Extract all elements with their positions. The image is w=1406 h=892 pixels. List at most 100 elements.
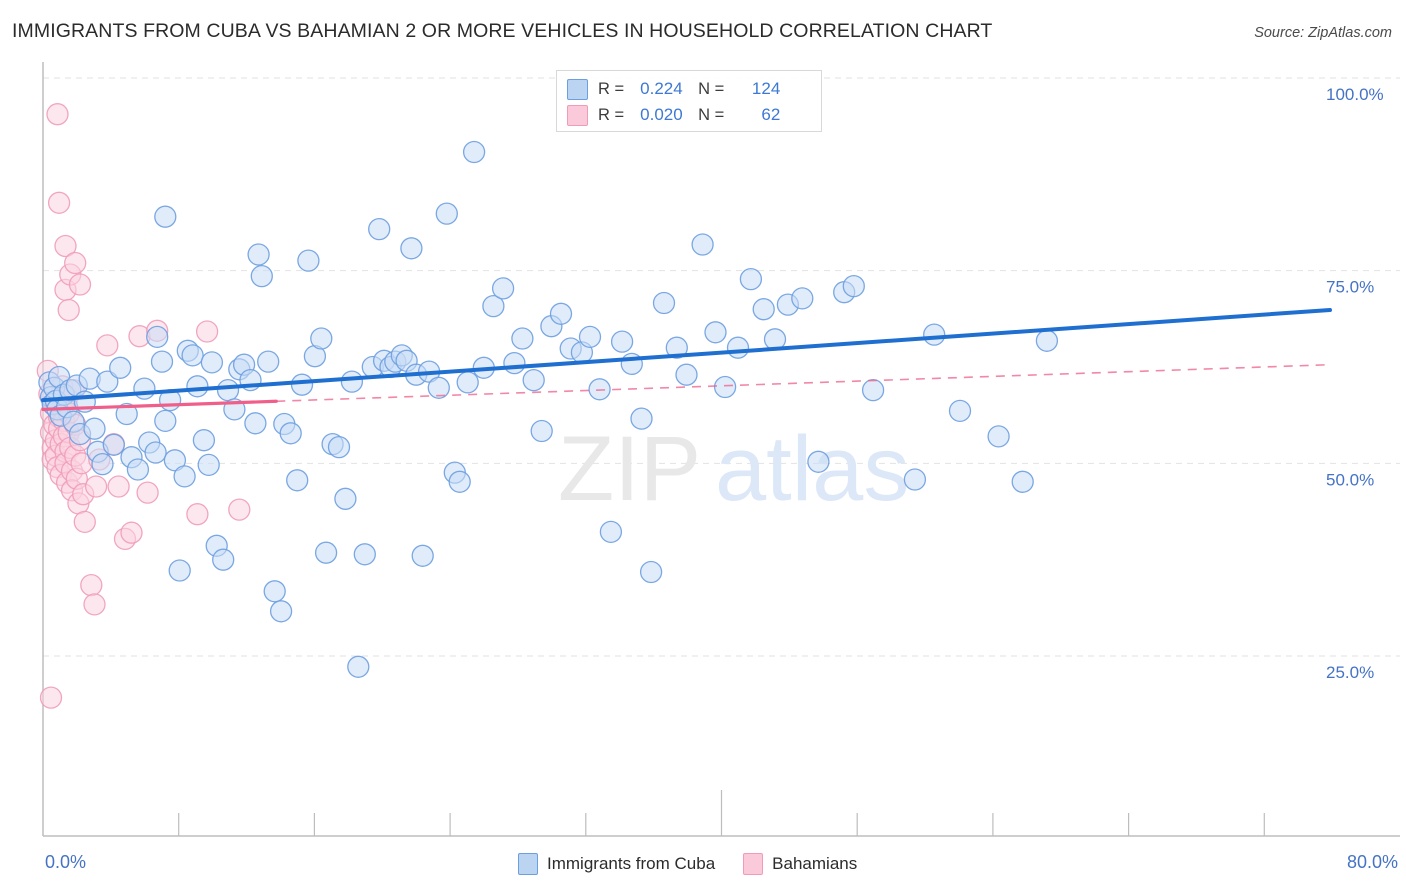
data-point [522, 368, 545, 392]
r-value-cuba: 0.224 [640, 79, 683, 98]
data-point [427, 376, 450, 399]
data-point [195, 320, 219, 343]
data-point [652, 291, 676, 315]
data-point [549, 302, 573, 325]
data-point [691, 233, 714, 256]
data-point [726, 336, 750, 359]
data-point [368, 217, 391, 241]
data-point [861, 378, 885, 402]
data-point [269, 600, 293, 623]
data-point [84, 475, 108, 498]
source-attribution: Source: ZipAtlas.com [1254, 25, 1392, 41]
data-point [126, 458, 150, 481]
legend-swatch-bahamians [567, 104, 588, 126]
r-value-bahamians: 0.020 [640, 105, 683, 124]
data-point [247, 243, 270, 266]
data-point [448, 470, 471, 493]
series-label-cuba: Immigrants from Cuba [547, 854, 716, 873]
data-point [511, 327, 534, 350]
data-point [263, 580, 286, 603]
data-point [1035, 329, 1059, 352]
data-point [186, 503, 209, 526]
data-point [630, 407, 653, 430]
data-point [168, 559, 191, 582]
data-point [903, 468, 927, 491]
data-point [987, 425, 1010, 448]
data-point [250, 264, 273, 288]
series-swatch-bahamians [743, 853, 764, 875]
data-point [244, 412, 267, 435]
data-point [154, 409, 177, 433]
data-point [257, 350, 280, 373]
data-point [150, 350, 174, 373]
data-point [340, 370, 364, 393]
data-point [610, 330, 634, 353]
legend-swatch-cuba [567, 78, 588, 100]
data-point [347, 655, 370, 678]
data-point [54, 234, 77, 258]
data-point [197, 453, 220, 477]
data-point [39, 686, 63, 709]
data-point [47, 191, 71, 214]
series-legend-item-cuba[interactable]: Immigrants from Cuba [518, 853, 715, 875]
data-point [456, 371, 479, 394]
data-point [73, 510, 96, 534]
y-axis-tick-labels: 100.0% 75.0% 50.0% 25.0% [1326, 85, 1384, 682]
x-axis-ticks [178, 790, 1265, 836]
trendline-bahamians [41, 363, 1331, 411]
data-point [163, 449, 187, 472]
data-point [400, 237, 423, 260]
series-swatch-cuba [518, 853, 538, 875]
data-point [181, 344, 204, 367]
scatter-points-cuba [38, 140, 1059, 678]
data-point [334, 487, 357, 510]
data-point [192, 429, 216, 452]
y-tick-label: 75.0% [1326, 278, 1374, 297]
trendline-cuba [41, 307, 1332, 403]
data-point [279, 422, 302, 445]
page-title: IMMIGRANTS FROM CUBA VS BAHAMIAN 2 OR MO… [12, 20, 993, 42]
data-point [310, 327, 333, 350]
data-point [102, 433, 125, 456]
data-point [133, 377, 156, 400]
data-point [136, 481, 159, 504]
data-point [57, 298, 80, 322]
data-point [948, 399, 972, 423]
data-point [115, 402, 138, 426]
data-point [64, 251, 87, 275]
data-point [482, 294, 505, 318]
data-point [96, 370, 119, 393]
n-value-cuba: 124 [751, 79, 781, 98]
data-point [68, 273, 92, 296]
series-legend: Immigrants from Cuba Bahamians [518, 851, 885, 877]
x-axis-min-label: 0.0% [45, 852, 87, 872]
data-point [107, 475, 130, 498]
data-point [842, 274, 865, 298]
data-point [216, 378, 240, 402]
data-point [599, 520, 623, 544]
data-point [154, 205, 177, 228]
data-point [46, 103, 69, 126]
series-legend-item-bahamians[interactable]: Bahamians [743, 853, 857, 875]
data-point [353, 543, 376, 566]
data-point [186, 375, 209, 398]
series-label-bahamians: Bahamians [772, 854, 858, 873]
data-point [462, 140, 486, 164]
data-point [665, 336, 688, 359]
data-point [491, 277, 515, 300]
data-point [91, 452, 114, 476]
data-point [83, 593, 106, 616]
data-point [83, 417, 106, 440]
data-point [173, 465, 196, 488]
data-point [503, 351, 526, 375]
n-label-bahamians: N = [698, 105, 725, 124]
data-point [411, 544, 434, 567]
data-point [146, 325, 169, 349]
data-point [314, 541, 338, 564]
data-point [144, 441, 167, 464]
data-point [212, 548, 235, 571]
data-point [923, 323, 946, 346]
data-point [228, 498, 251, 521]
data-point [713, 375, 737, 399]
